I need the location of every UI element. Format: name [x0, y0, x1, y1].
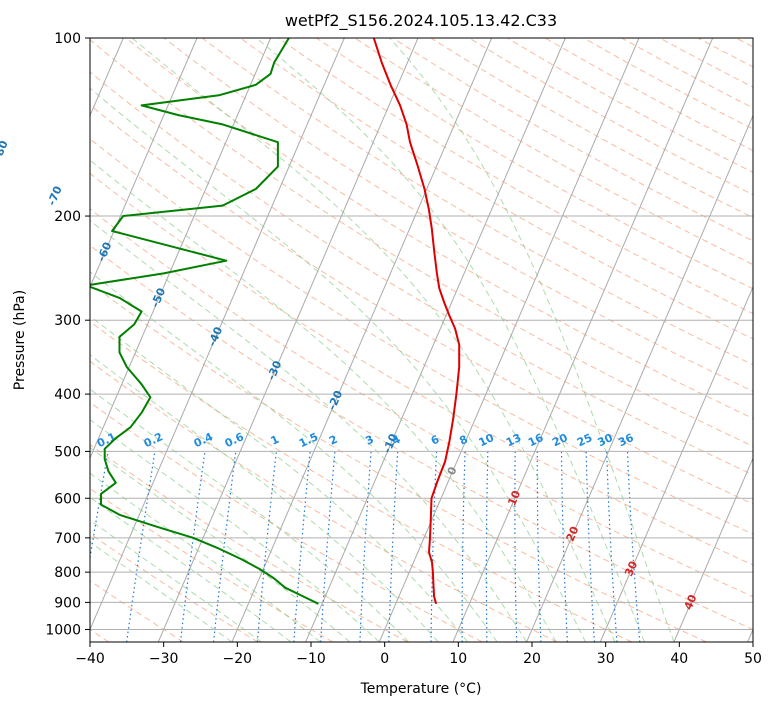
- x-tick-label: 30: [597, 651, 615, 667]
- y-tick-label: 400: [54, 387, 81, 403]
- plot-background: [90, 38, 753, 642]
- x-tick-label: 50: [744, 651, 762, 667]
- mixing-ratio-line: [514, 451, 518, 642]
- x-tick-label: 10: [449, 651, 467, 667]
- moist-adiabat-line: [90, 271, 498, 642]
- mixing-ratio-line: [179, 451, 206, 642]
- y-tick-label: 900: [54, 595, 81, 611]
- isotherm-label: -70: [45, 184, 65, 208]
- isotherm-line: [452, 38, 714, 642]
- dry-adiabat-line: [90, 320, 632, 642]
- mixing-ratio-label: 36: [616, 431, 636, 449]
- y-tick-label: 600: [54, 491, 81, 507]
- mixing-ratio-label: 10: [477, 431, 497, 449]
- isotherm-line: [378, 38, 640, 642]
- mixing-ratio-line: [606, 451, 618, 642]
- moist-adiabat-line: [256, 38, 645, 642]
- mixing-ratio-line: [485, 451, 489, 642]
- dewpoint-profile-line: [90, 38, 319, 605]
- mixing-ratio-line: [320, 451, 336, 642]
- y-axis-ticks: 100 200 300 400 500 600 700 800 900 1000: [45, 31, 90, 639]
- dry-adiabat-line: [163, 38, 753, 392]
- isotherm-line: [599, 285, 753, 642]
- isotherm-line: [673, 456, 753, 642]
- isotherm-label: 40: [682, 592, 700, 612]
- dry-adiabat-line: [90, 533, 259, 642]
- y-tick-label: 800: [54, 565, 81, 581]
- moist-adiabat-line: [90, 496, 292, 642]
- isotherm-label: 30: [622, 559, 640, 579]
- mixing-ratio-label: 20: [550, 431, 570, 449]
- moist-adiabat-line: [90, 87, 586, 642]
- x-tick-label: −40: [75, 651, 105, 667]
- dry-adiabat-line: [90, 360, 558, 642]
- mixing-ratio-line: [256, 451, 277, 642]
- mixing-ratio-label: 30: [596, 431, 616, 449]
- x-tick-label: 20: [523, 651, 541, 667]
- isotherm-line: [90, 38, 272, 460]
- y-tick-label: 200: [54, 209, 81, 225]
- mixing-ratio-line: [626, 451, 641, 642]
- dry-adiabat-line: [90, 487, 334, 642]
- dry-adiabat-line: [90, 104, 753, 505]
- mixing-ratio-line: [293, 451, 311, 642]
- y-tick-label: 700: [54, 531, 81, 547]
- isotherm-line: [231, 38, 493, 642]
- moist-adiabat-line: [90, 219, 528, 642]
- moist-adiabat-line: [389, 38, 675, 642]
- moist-adiabat-line: [90, 519, 262, 642]
- mixing-ratio-line: [560, 451, 568, 642]
- isotherm-label: 10: [505, 488, 523, 508]
- x-tick-label: −20: [223, 651, 253, 667]
- dry-adiabat-line: [90, 172, 753, 566]
- isotherm-line: [526, 114, 753, 642]
- dry-adiabat-line: [90, 282, 707, 642]
- y-tick-label: 500: [54, 444, 81, 460]
- chart-title: wetPf2_S156.2024.105.13.42.C33: [285, 11, 557, 31]
- mixing-ratio-line: [585, 451, 596, 642]
- dry-adiabat-line: [240, 38, 753, 340]
- isotherm-line: [90, 38, 198, 289]
- mixing-ratio-line: [126, 451, 156, 642]
- dry-adiabat-line: [125, 38, 753, 420]
- mixing-ratio-line: [536, 451, 542, 642]
- mixing-ratio-line: [213, 451, 237, 642]
- profile-series: [90, 38, 461, 605]
- plot-frame: [89, 37, 754, 643]
- y-tick-label: 100: [54, 31, 81, 47]
- dry-adiabat-line: [90, 244, 753, 631]
- x-tick-label: −10: [296, 651, 326, 667]
- mixing-ratio-line: [461, 451, 466, 642]
- mixing-ratio-label: 16: [526, 431, 546, 449]
- mixing-ratio-line: [359, 451, 372, 642]
- temperature-profile-line: [372, 38, 461, 605]
- mixing-ratio-line: [430, 451, 438, 642]
- dry-adiabat-line: [278, 38, 753, 315]
- dry-adiabat-line: [90, 138, 753, 535]
- x-axis-label: Temperature (°C): [360, 681, 482, 697]
- mixing-ratio-label: 13: [504, 431, 523, 449]
- mixing-ratio-line: [388, 451, 399, 642]
- y-tick-label: 1000: [45, 623, 81, 639]
- isotherm-line: [305, 38, 566, 642]
- moist-adiabat-line: [90, 315, 469, 642]
- x-axis-ticks: −40 −30 −20 −10 0 10 20 30 40 50: [75, 642, 762, 667]
- y-axis-label: Pressure (hPa): [12, 290, 28, 390]
- moist-adiabat-line: [131, 38, 616, 642]
- moist-adiabat-line: [90, 419, 380, 642]
- isotherm-label: -80: [0, 138, 11, 162]
- isotherm-label: 20: [564, 524, 582, 544]
- moist-adiabat-line: [90, 541, 233, 642]
- mixing-ratio-label: 25: [575, 431, 594, 449]
- x-tick-label: 0: [380, 651, 389, 667]
- x-tick-label: −30: [149, 651, 179, 667]
- dry-adiabat-line: [90, 208, 753, 598]
- isotherm-line: [90, 38, 345, 631]
- x-tick-label: 40: [670, 651, 688, 667]
- moist-adiabat-line: [90, 159, 557, 642]
- y-tick-label: 300: [54, 313, 81, 329]
